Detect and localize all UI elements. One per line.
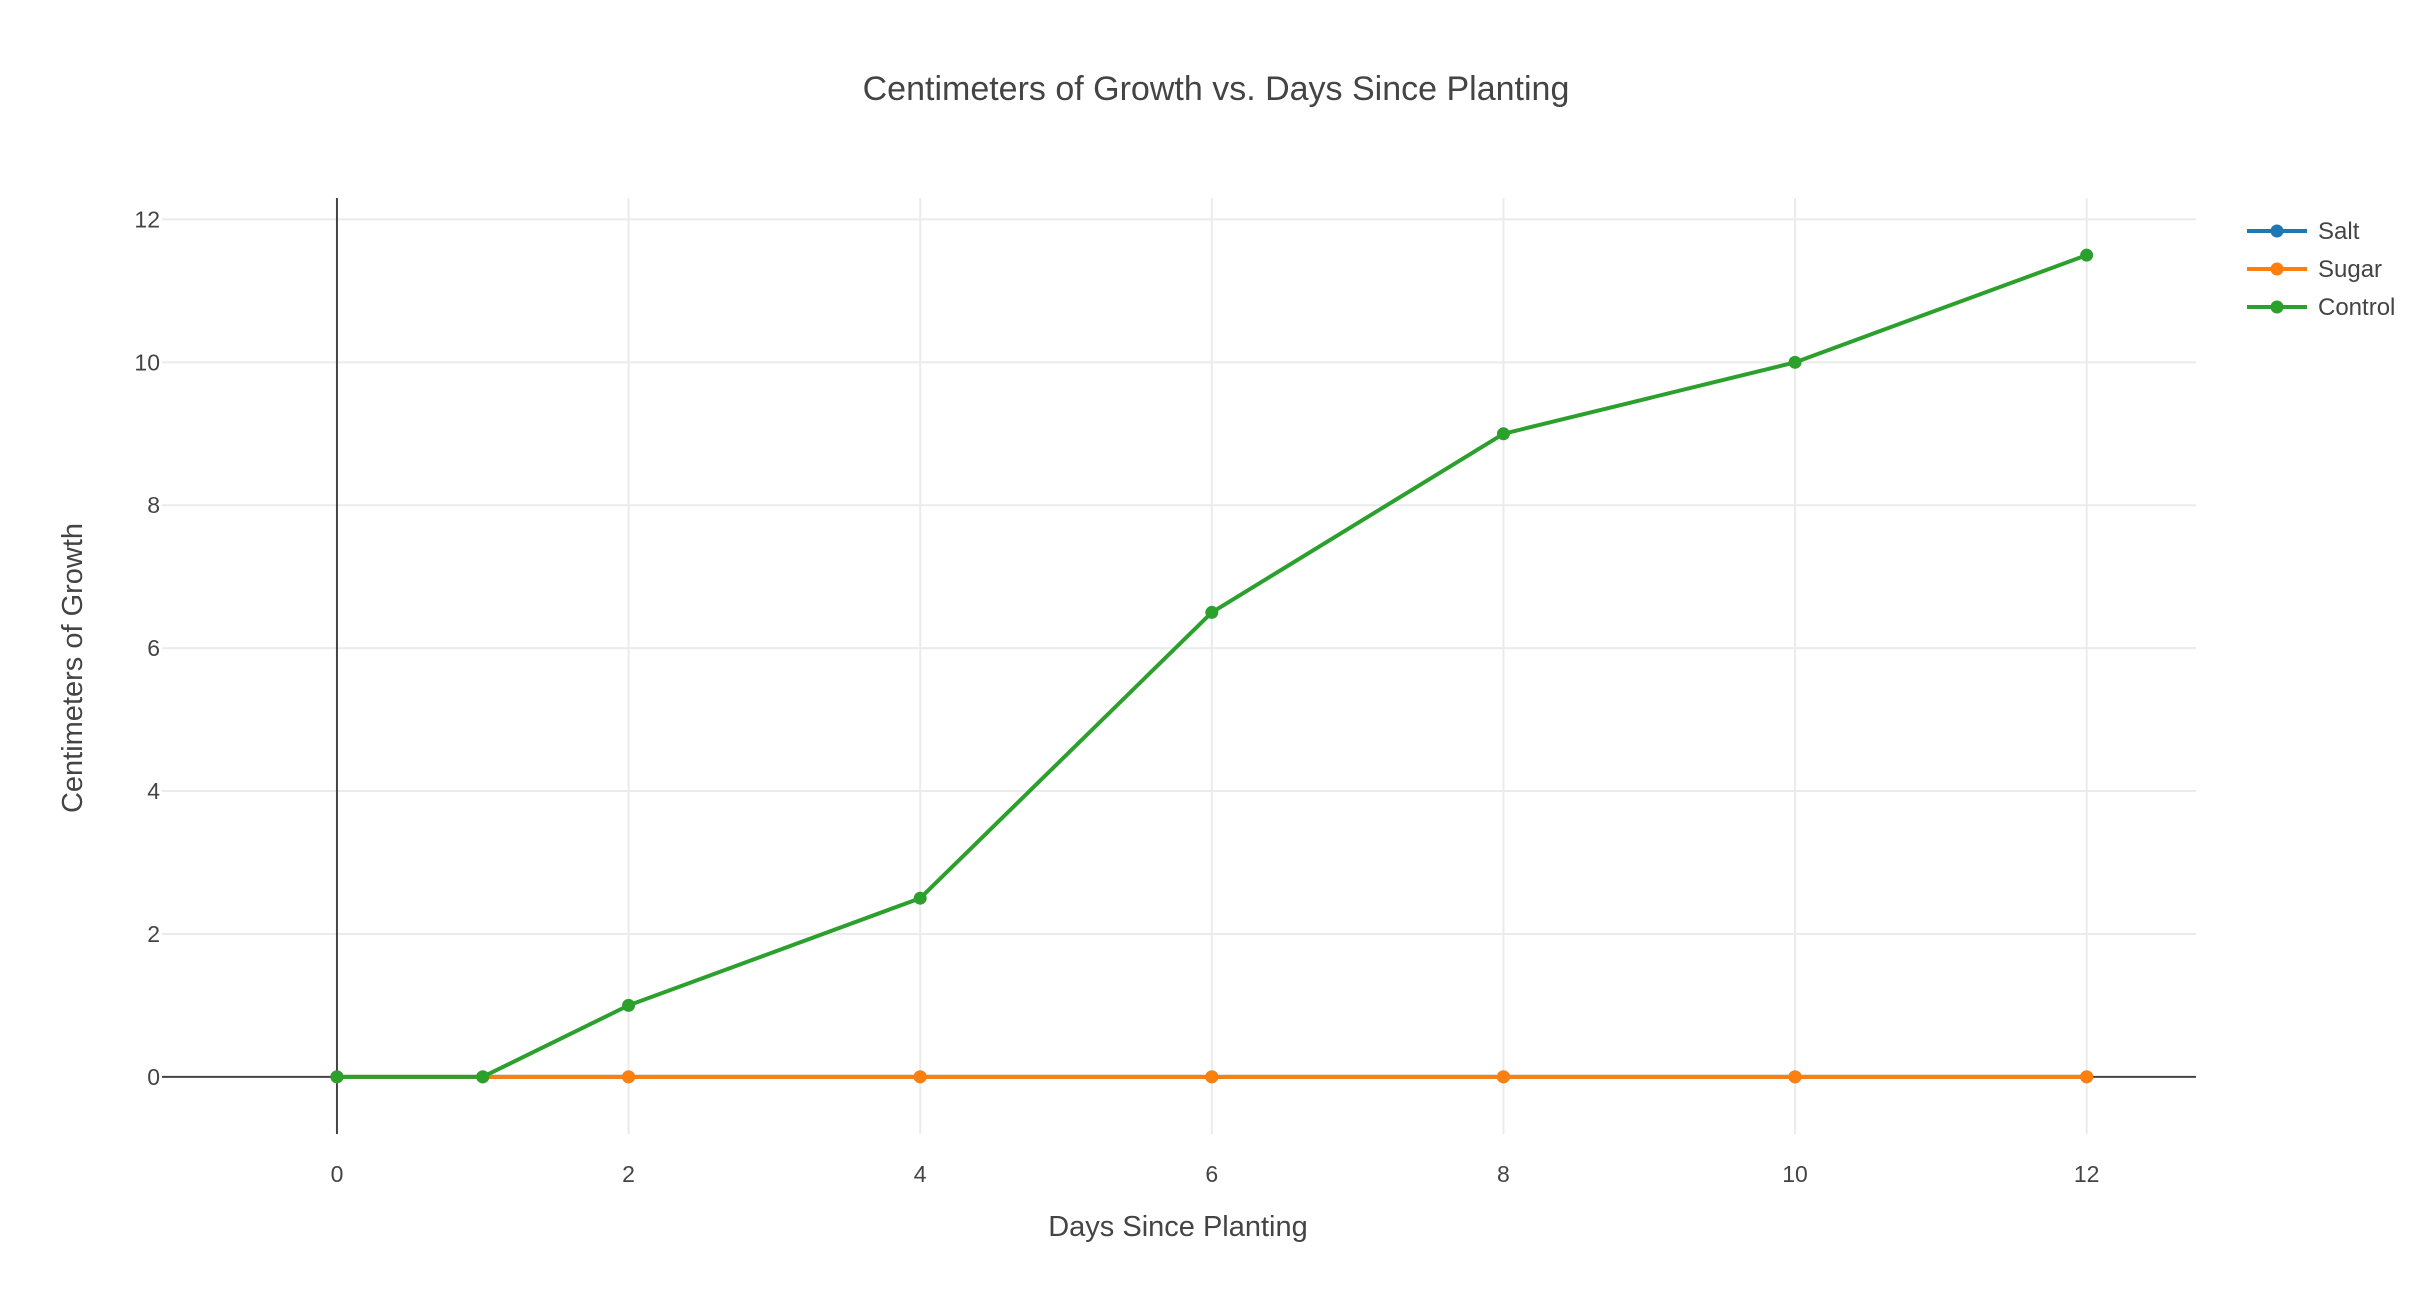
x-tick-label: 0 (331, 1161, 344, 1187)
chart-title: Centimeters of Growth vs. Days Since Pla… (863, 70, 1570, 108)
data-point-control (476, 1070, 490, 1084)
legend-label: Sugar (2318, 256, 2382, 283)
legend-swatch-marker (2270, 300, 2284, 314)
y-tick-label: 4 (147, 778, 160, 804)
y-tick-label: 6 (147, 635, 160, 661)
data-point-control (330, 1070, 344, 1084)
x-tick-label: 12 (2074, 1161, 2100, 1187)
x-tick-label: 10 (1782, 1161, 1808, 1187)
y-tick-label: 2 (147, 921, 160, 947)
legend-swatch-marker (2270, 224, 2284, 238)
data-point-control (1496, 427, 1510, 441)
data-point-sugar (622, 1070, 636, 1084)
y-tick-label: 0 (147, 1064, 160, 1090)
legend-item-control[interactable]: Control (2247, 294, 2395, 321)
data-point-control (2080, 248, 2094, 262)
series-line-control (336, 253, 2088, 1079)
legend-label: Salt (2318, 218, 2360, 245)
data-point-sugar (2080, 1070, 2094, 1084)
data-point-sugar (913, 1070, 927, 1084)
legend-swatch-marker (2270, 262, 2284, 276)
data-point-control (913, 891, 927, 905)
data-point-control (1788, 355, 1802, 369)
legend-item-sugar[interactable]: Sugar (2247, 256, 2382, 283)
legend-item-salt[interactable]: Salt (2247, 218, 2360, 245)
x-tick-label: 4 (914, 1161, 927, 1187)
data-point-sugar (1496, 1070, 1510, 1084)
data-point-control (622, 998, 636, 1012)
tick-labels: 0 2 4 6 8 10 12 0 2 4 6 8 10 12 (134, 206, 2099, 1187)
x-tick-label: 8 (1497, 1161, 1510, 1187)
gridlines (162, 198, 2196, 1134)
legend[interactable]: Salt Sugar Control (2247, 218, 2395, 321)
x-tick-label: 2 (622, 1161, 635, 1187)
series-group (330, 248, 2094, 1084)
data-point-control (1205, 605, 1219, 619)
data-point-sugar (1788, 1070, 1802, 1084)
x-axis-title: Days Since Planting (1048, 1211, 1308, 1243)
y-tick-label: 8 (147, 492, 160, 518)
y-tick-label: 12 (134, 206, 160, 232)
legend-label: Control (2318, 294, 2395, 321)
y-axis-title: Centimeters of Growth (57, 523, 89, 813)
series-control (330, 248, 2094, 1084)
data-point-sugar (1205, 1070, 1219, 1084)
x-tick-label: 6 (1205, 1161, 1218, 1187)
y-tick-label: 10 (134, 349, 160, 375)
